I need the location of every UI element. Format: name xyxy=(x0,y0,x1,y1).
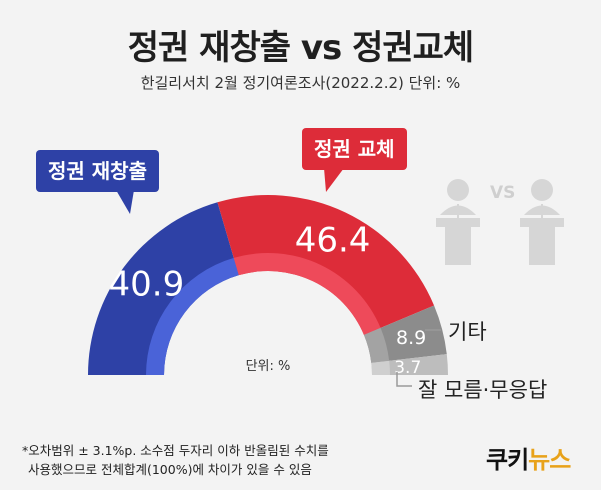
value-label-regime-continuation: 40.9 xyxy=(109,265,185,305)
leader-line-unknown xyxy=(396,372,412,387)
slice-regime-continuation-inner-band xyxy=(146,257,239,375)
bubble-regime-continuation: 정권 재창출 xyxy=(36,150,159,192)
slice-other-inner-band xyxy=(363,327,390,363)
label-unknown: 잘 모름·무응답 xyxy=(418,378,548,402)
slice-unknown xyxy=(371,354,448,375)
slice-regime-change xyxy=(217,195,435,335)
value-label-unknown: 3.7 xyxy=(394,358,421,378)
podium-speaker-icon xyxy=(436,179,480,265)
chart-subtitle: 한길리서치 2월 정기여론조사(2022.2.2) 단위: % xyxy=(140,74,461,92)
podium-speaker-icon xyxy=(520,179,564,265)
center-unit-label: 단위: % xyxy=(246,359,291,374)
bubble-regime-change: 정권 교체 xyxy=(302,128,407,170)
logo-part-1: 쿠키 xyxy=(486,446,529,474)
slice-regime-change-inner-band xyxy=(233,253,381,335)
slice-regime-continuation xyxy=(88,202,239,375)
slice-unknown-inner-band xyxy=(371,360,390,375)
value-label-regime-change: 46.4 xyxy=(295,221,371,261)
label-other: 기타 xyxy=(448,320,487,344)
footnote-line-1: *오차범위 ± 3.1%p. 소수점 두자리 이하 반올림된 수치를 xyxy=(22,443,329,458)
logo-part-2: 뉴스 xyxy=(528,446,571,474)
chart-title: 정권 재창출 vs 정권교체 xyxy=(127,28,474,68)
bubble-blue-pointer xyxy=(116,190,134,214)
footnote: *오차범위 ± 3.1%p. 소수점 두자리 이하 반올림된 수치를 사용했으므… xyxy=(22,441,329,479)
bubble-red-pointer xyxy=(324,168,344,192)
footnote-line-2: 사용했으므로 전체합계(100%)에 차이가 있을 수 있음 xyxy=(28,462,312,477)
value-label-other: 8.9 xyxy=(396,327,426,349)
logo: 쿠키뉴스 xyxy=(486,440,571,475)
vs-text-icon: VS xyxy=(490,183,515,203)
